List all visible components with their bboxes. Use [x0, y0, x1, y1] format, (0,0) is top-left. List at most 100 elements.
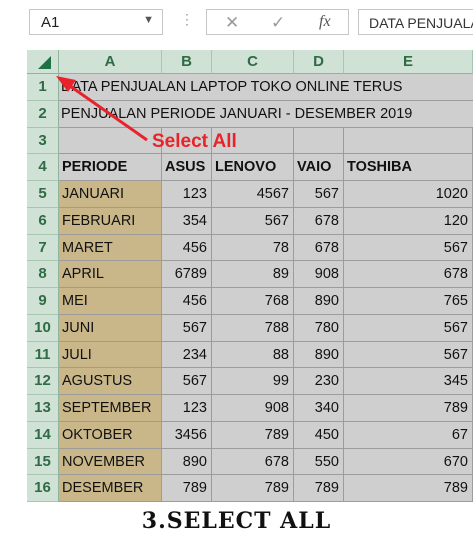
formula-input[interactable]: DATA PENJUALAN LAPTOP TOKO ONLINE TERUS — [358, 9, 473, 35]
value-cell[interactable]: 788 — [212, 314, 294, 342]
row-header-13[interactable]: 13 — [27, 395, 59, 422]
row-header-11[interactable]: 11 — [27, 341, 59, 369]
value-cell[interactable]: 456 — [162, 234, 212, 262]
value-cell[interactable]: 567 — [162, 368, 212, 395]
row-header-2[interactable]: 2 — [27, 100, 59, 128]
value-cell[interactable]: 789 — [162, 475, 212, 502]
value-cell[interactable]: 567 — [162, 314, 212, 342]
cell[interactable] — [212, 74, 294, 101]
table-header-cell[interactable]: PERIODE — [59, 154, 162, 181]
cell[interactable] — [162, 127, 212, 155]
period-cell[interactable]: APRIL — [59, 261, 162, 288]
cell[interactable] — [162, 74, 212, 101]
row-header-9[interactable]: 9 — [27, 288, 59, 315]
value-cell[interactable]: 78 — [212, 234, 294, 262]
value-cell[interactable]: 768 — [212, 288, 294, 315]
period-cell[interactable]: JUNI — [59, 314, 162, 342]
value-cell[interactable]: 567 — [212, 207, 294, 235]
row-header-3[interactable]: 3 — [27, 127, 59, 155]
period-cell[interactable]: AGUSTUS — [59, 368, 162, 395]
cell[interactable] — [212, 100, 294, 128]
chevron-down-icon[interactable]: ▼ — [143, 14, 154, 26]
name-box-value: A1 — [41, 14, 60, 31]
table-header-cell[interactable]: LENOVO — [212, 154, 294, 181]
value-cell[interactable]: 3456 — [162, 421, 212, 449]
period-cell[interactable]: MARET — [59, 234, 162, 262]
period-cell[interactable]: JANUARI — [59, 181, 162, 208]
period-cell[interactable]: FEBRUARI — [59, 207, 162, 235]
value-cell[interactable]: 99 — [212, 368, 294, 395]
value-cell[interactable]: 89 — [212, 261, 294, 288]
row-header-1[interactable]: 1 — [27, 74, 59, 101]
value-cell[interactable]: 123 — [162, 395, 212, 422]
period-cell[interactable]: OKTOBER — [59, 421, 162, 449]
cell[interactable] — [212, 127, 294, 155]
row-header-7[interactable]: 7 — [27, 234, 59, 262]
value-cell[interactable]: 678 — [294, 207, 344, 235]
sheet-subtitle[interactable]: PENJUALAN PERIODE JANUARI - DESEMBER 201… — [61, 105, 413, 122]
value-cell[interactable]: 450 — [294, 421, 344, 449]
period-cell[interactable]: DESEMBER — [59, 475, 162, 502]
row-header-8[interactable]: 8 — [27, 261, 59, 288]
cell[interactable] — [294, 100, 344, 128]
row-header-6[interactable]: 6 — [27, 207, 59, 235]
value-cell[interactable]: 890 — [294, 288, 344, 315]
value-cell[interactable]: 230 — [294, 368, 344, 395]
value-cell[interactable]: 567 — [294, 181, 344, 208]
enter-icon[interactable]: ✓ — [271, 13, 286, 32]
formula-buttons: ✕ ✓ fx — [206, 9, 349, 35]
row-header-16[interactable]: 16 — [27, 475, 59, 502]
value-cell[interactable]: 234 — [162, 341, 212, 369]
cancel-icon[interactable]: ✕ — [225, 13, 240, 32]
column-header-a[interactable]: A — [59, 50, 162, 74]
cell[interactable] — [162, 100, 212, 128]
cell[interactable] — [294, 74, 344, 101]
cell[interactable] — [294, 127, 344, 155]
formula-bar: A1 ▼ ⋮ ✕ ✓ fx DATA PENJUALAN LAPTOP TOKO… — [0, 0, 473, 48]
value-cell[interactable]: 4567 — [212, 181, 294, 208]
cell[interactable] — [344, 100, 473, 128]
column-header-c[interactable]: C — [212, 50, 294, 74]
value-cell[interactable]: 354 — [162, 207, 212, 235]
cell[interactable] — [59, 74, 162, 101]
row-header-14[interactable]: 14 — [27, 421, 59, 449]
value-cell[interactable]: 908 — [212, 395, 294, 422]
row-header-12[interactable]: 12 — [27, 368, 59, 395]
period-cell[interactable]: SEPTEMBER — [59, 395, 162, 422]
row-header-4[interactable]: 4 — [27, 154, 59, 181]
value-cell[interactable]: 678 — [212, 448, 294, 476]
period-cell[interactable]: MEI — [59, 288, 162, 315]
value-cell[interactable]: 789 — [294, 475, 344, 502]
column-header-d[interactable]: D — [294, 50, 344, 74]
sheet-title[interactable]: DATA PENJUALAN LAPTOP TOKO ONLINE TERUS — [61, 79, 403, 95]
period-cell[interactable]: NOVEMBER — [59, 448, 162, 476]
value-cell[interactable]: 123 — [162, 181, 212, 208]
column-header-e[interactable]: E — [344, 50, 473, 74]
value-cell[interactable]: 340 — [294, 395, 344, 422]
value-cell[interactable]: 890 — [162, 448, 212, 476]
value-cell[interactable]: 88 — [212, 341, 294, 369]
cell[interactable] — [344, 74, 473, 101]
value-cell[interactable]: 678 — [294, 234, 344, 262]
value-cell[interactable]: 456 — [162, 288, 212, 315]
select-all-button[interactable] — [27, 50, 59, 74]
value-cell[interactable]: 6789 — [162, 261, 212, 288]
value-cell[interactable]: 789 — [212, 421, 294, 449]
table-header-cell[interactable]: VAIO — [294, 154, 344, 181]
insert-function-icon[interactable]: fx — [319, 13, 331, 30]
table-header-cell[interactable]: ASUS — [162, 154, 212, 181]
value-cell[interactable]: 890 — [294, 341, 344, 369]
cell[interactable] — [59, 127, 162, 155]
value-cell[interactable]: 780 — [294, 314, 344, 342]
value-cell[interactable]: 789 — [212, 475, 294, 502]
name-box[interactable]: A1 ▼ — [29, 9, 163, 35]
value-cell[interactable]: 908 — [294, 261, 344, 288]
value-cell[interactable]: 550 — [294, 448, 344, 476]
row-header-15[interactable]: 15 — [27, 448, 59, 476]
column-header-b[interactable]: B — [162, 50, 212, 74]
period-cell[interactable]: JULI — [59, 341, 162, 369]
row-header-5[interactable]: 5 — [27, 181, 59, 208]
row-header-10[interactable]: 10 — [27, 314, 59, 342]
